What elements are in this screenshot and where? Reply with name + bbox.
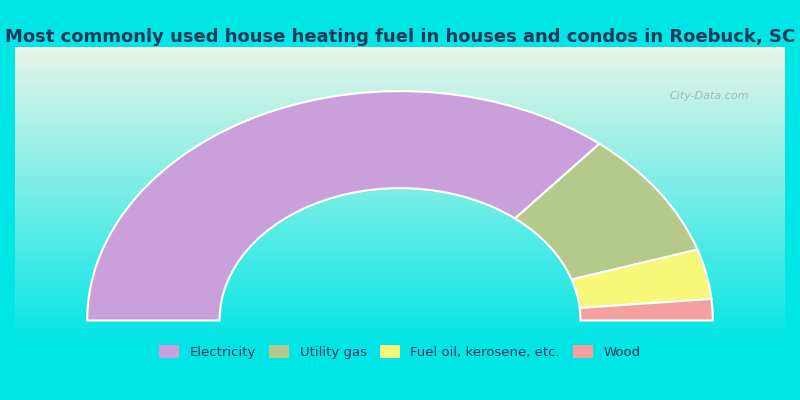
Wedge shape <box>87 91 599 320</box>
Wedge shape <box>580 299 713 320</box>
Text: City-Data.com: City-Data.com <box>670 91 749 101</box>
Wedge shape <box>515 144 698 280</box>
Wedge shape <box>572 250 711 308</box>
Text: Most commonly used house heating fuel in houses and condos in Roebuck, SC: Most commonly used house heating fuel in… <box>5 28 795 46</box>
Legend: Electricity, Utility gas, Fuel oil, kerosene, etc., Wood: Electricity, Utility gas, Fuel oil, kero… <box>154 340 646 364</box>
